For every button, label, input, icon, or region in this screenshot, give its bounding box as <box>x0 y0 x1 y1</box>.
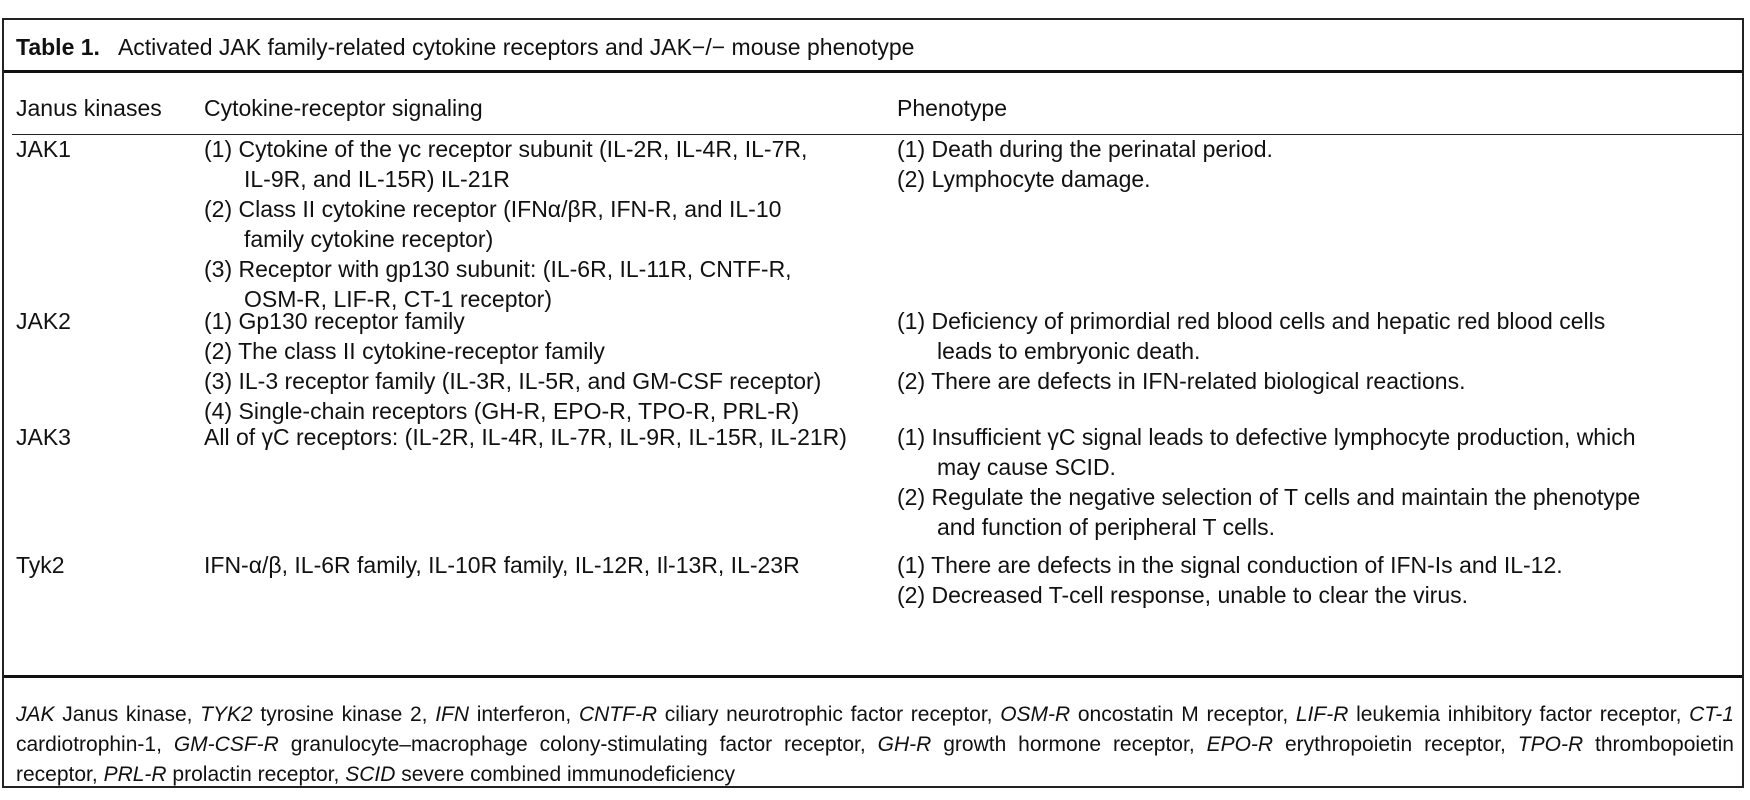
footnote-definition: prolactin receptor, <box>172 763 340 786</box>
footnote-abbreviation: SCID <box>345 763 396 786</box>
footnote-definition: thrombopoietin receptor, <box>16 733 1734 786</box>
footnote-definition: cardiotrophin-1, <box>16 733 162 756</box>
footnote-definition: granulocyte–macrophage colony-stimulatin… <box>290 733 866 756</box>
footnote-abbreviation: GH-R <box>877 733 932 756</box>
phenotype-item: (2) Regulate the negative selection of T… <box>897 482 1640 542</box>
signaling-cell: (1) Gp130 receptor family (2) The class I… <box>204 306 821 426</box>
phenotype-item: (1) Insufficient γC signal leads to defe… <box>897 422 1640 482</box>
footnote-abbreviation: TYK2 <box>200 703 253 726</box>
kinase-cell: JAK3 <box>16 424 71 450</box>
footnote-abbreviation: EPO-R <box>1206 733 1274 756</box>
footnote-definition: oncostatin M receptor, <box>1077 703 1289 726</box>
signaling-item: (3) IL-3 receptor family (IL-3R, IL-5R, … <box>204 366 821 396</box>
kinase-cell: JAK1 <box>16 136 71 162</box>
signaling-cell: IFN-α/β, IL-6R family, IL-10R family, IL… <box>204 550 800 580</box>
phenotype-line: (1) Deficiency of primordial red blood c… <box>897 308 1606 334</box>
signaling-item: IFN-α/β, IL-6R family, IL-10R family, IL… <box>204 550 800 580</box>
phenotype-cell: (1) Death during the perinatal period. (2… <box>897 134 1273 194</box>
phenotype-line: (2) Lymphocyte damage. <box>897 166 1151 192</box>
footnote-abbreviation: PRL-R <box>103 763 167 786</box>
signaling-line: OSM-R, LIF-R, CT-1 receptor) <box>244 286 552 312</box>
footnote-definition: interferon, <box>476 703 572 726</box>
footnote-abbreviation: JAK <box>16 703 55 726</box>
footnote-abbreviation: CNTF-R <box>578 703 658 726</box>
signaling-item: (1) Cytokine of the γc receptor subunit … <box>204 134 807 194</box>
phenotype-line: (1) Death during the perinatal period. <box>897 136 1273 162</box>
table-frame: Table 1. Activated JAK family-related cyt… <box>2 18 1744 788</box>
signaling-line: (1) Cytokine of the γc receptor subunit … <box>204 136 808 162</box>
phenotype-line: (2) Regulate the negative selection of T… <box>897 484 1641 510</box>
footnote-definition: leukemia inhibitory factor receptor, <box>1356 703 1682 726</box>
signaling-item: (2) Class II cytokine receptor (IFNα/βR,… <box>204 194 807 254</box>
table-label: Table 1. <box>16 34 100 60</box>
phenotype-line: and function of peripheral T cells. <box>937 514 1275 540</box>
phenotype-line: leads to embryonic death. <box>937 338 1201 364</box>
kinase-cell: Tyk2 <box>16 552 65 578</box>
signaling-line: (2) The class II cytokine-receptor famil… <box>204 338 605 364</box>
signaling-item: (1) Gp130 receptor family <box>204 306 821 336</box>
signaling-cell: All of γC receptors: (IL-2R, IL-4R, IL-7… <box>204 422 847 452</box>
footnote-definition: Janus kinase, <box>62 703 193 726</box>
phenotype-line: (2) There are defects in IFN-related bio… <box>897 368 1466 394</box>
signaling-line: All of γC receptors: (IL-2R, IL-4R, IL-7… <box>204 424 847 450</box>
signaling-line: (2) Class II cytokine receptor (IFNα/βR,… <box>204 196 782 222</box>
footnote-definition: growth hormone receptor, <box>943 733 1195 756</box>
signaling-line: (3) IL-3 receptor family (IL-3R, IL-5R, … <box>204 368 822 394</box>
footnote-abbreviation: LIF-R <box>1295 703 1349 726</box>
phenotype-item: (1) Deficiency of primordial red blood c… <box>897 306 1605 366</box>
signaling-line: family cytokine receptor) <box>244 226 494 252</box>
phenotype-item: (1) There are defects in the signal cond… <box>897 550 1563 580</box>
footnote-abbreviation: GM-CSF-R <box>173 733 279 756</box>
footnote-abbreviation: TPO-R <box>1517 733 1584 756</box>
signaling-line: IFN-α/β, IL-6R family, IL-10R family, IL… <box>204 552 800 578</box>
header-cytokine-receptor-signaling: Cytokine-receptor signaling <box>204 95 483 121</box>
footnote-definition: tyrosine kinase 2, <box>260 703 428 726</box>
table-title: Activated JAK family-related cytokine re… <box>117 34 915 60</box>
phenotype-line: (2) Decreased T-cell response, unable to… <box>897 582 1469 608</box>
phenotype-cell: (1) Deficiency of primordial red blood c… <box>897 306 1605 396</box>
signaling-line: (4) Single-chain receptors (GH-R, EPO-R,… <box>204 398 800 424</box>
phenotype-item: (2) There are defects in IFN-related bio… <box>897 366 1605 396</box>
signaling-item: (4) Single-chain receptors (GH-R, EPO-R,… <box>204 396 821 426</box>
phenotype-cell: (1) Insufficient γC signal leads to defe… <box>897 422 1640 542</box>
footnote-abbreviation: IFN <box>435 703 470 726</box>
signaling-item: (2) The class II cytokine-receptor famil… <box>204 336 821 366</box>
table-caption: Table 1. Activated JAK family-related cyt… <box>16 34 914 61</box>
caption-rule <box>4 70 1742 73</box>
signaling-line: IL-9R, and IL-15R) IL-21R <box>244 166 510 192</box>
header-phenotype: Phenotype <box>897 95 1007 121</box>
phenotype-line: (1) There are defects in the signal cond… <box>897 552 1563 578</box>
footnote-rule <box>4 675 1742 678</box>
phenotype-line: may cause SCID. <box>937 454 1116 480</box>
phenotype-item: (2) Decreased T-cell response, unable to… <box>897 580 1563 610</box>
footnote-abbreviation: OSM-R <box>1000 703 1071 726</box>
table-footnote: JAK Janus kinase, TYK2 tyrosine kinase 2… <box>16 700 1734 790</box>
signaling-line: (1) Gp130 receptor family <box>204 308 465 334</box>
phenotype-item: (2) Lymphocyte damage. <box>897 164 1273 194</box>
signaling-cell: (1) Cytokine of the γc receptor subunit … <box>204 134 807 314</box>
footnote-abbreviation: CT-1 <box>1689 703 1734 726</box>
header-rule <box>12 134 1742 135</box>
signaling-item: All of γC receptors: (IL-2R, IL-4R, IL-7… <box>204 422 847 452</box>
phenotype-item: (1) Death during the perinatal period. <box>897 134 1273 164</box>
header-janus-kinases: Janus kinases <box>16 95 162 121</box>
signaling-item: (3) Receptor with gp130 subunit: (IL-6R,… <box>204 254 807 314</box>
footnote-definition: erythropoietin receptor, <box>1285 733 1506 756</box>
phenotype-cell: (1) There are defects in the signal cond… <box>897 550 1563 610</box>
footnote-definition: severe combined immunodeficiency <box>401 763 736 786</box>
footnote-definition: ciliary neurotrophic factor receptor, <box>664 703 993 726</box>
phenotype-line: (1) Insufficient γC signal leads to defe… <box>897 424 1636 450</box>
signaling-line: (3) Receptor with gp130 subunit: (IL-6R,… <box>204 256 792 282</box>
kinase-cell: JAK2 <box>16 308 71 334</box>
